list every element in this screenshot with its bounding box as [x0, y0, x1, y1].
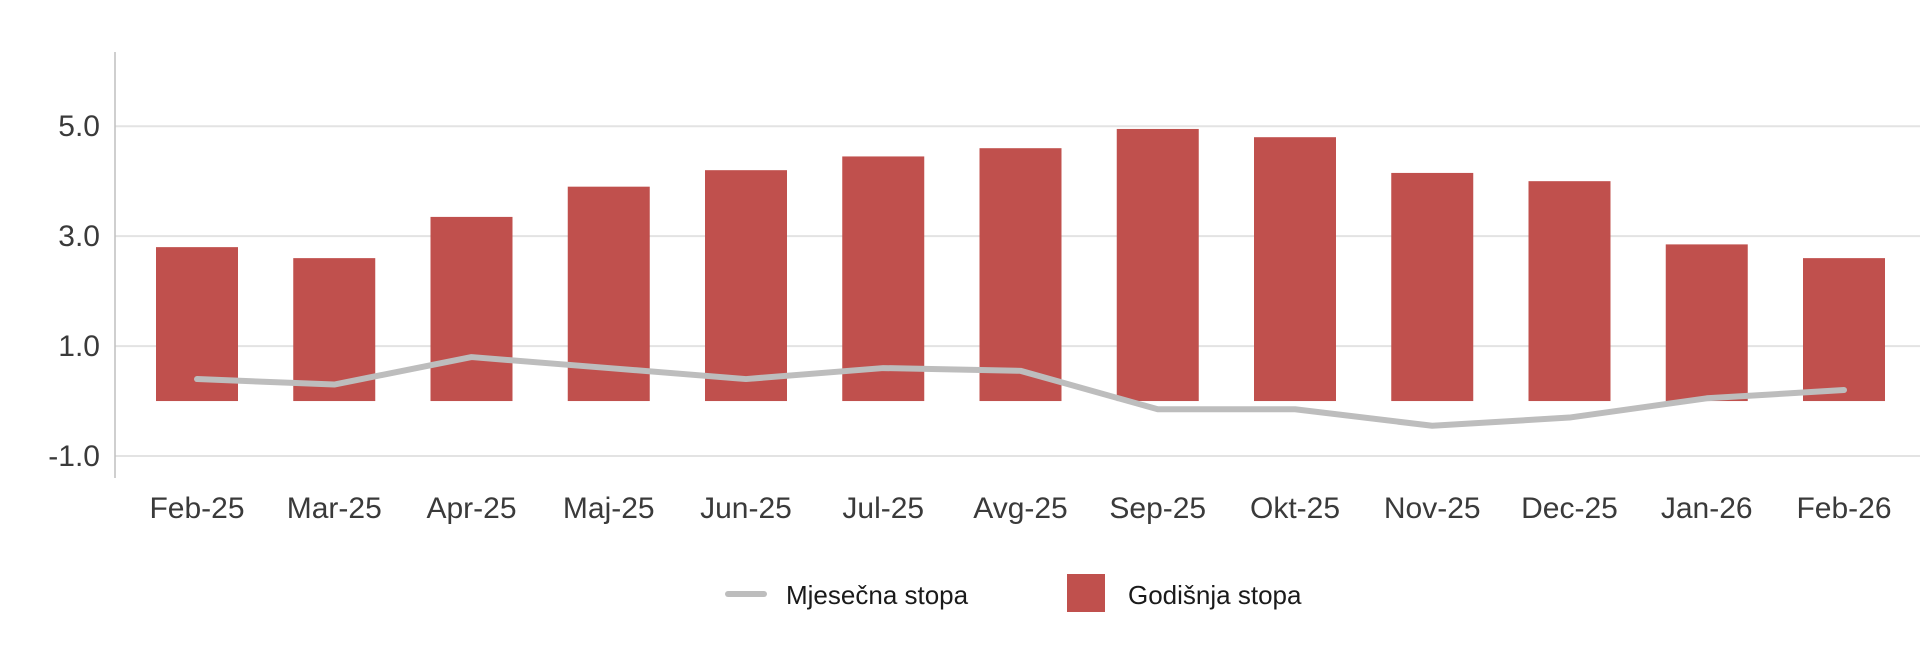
- bar: [1665, 244, 1748, 402]
- x-tick-label: Feb-25: [149, 492, 244, 525]
- line-layer: [194, 354, 1847, 429]
- bar: [842, 156, 925, 402]
- line-series: [194, 354, 1847, 429]
- x-tick-label: Jun-25: [700, 492, 792, 525]
- legend-bar-label: Godišnja stopa: [1128, 580, 1302, 610]
- x-tick-label: Jan-26: [1661, 492, 1753, 525]
- y-tick-label: -1.0: [48, 440, 100, 473]
- bar: [1528, 181, 1611, 402]
- x-tick-label: Feb-26: [1796, 492, 1891, 525]
- bar: [1803, 258, 1885, 402]
- x-tick-label: Avg-25: [973, 492, 1068, 525]
- y-tick-label: 1.0: [58, 330, 100, 363]
- legend-line-label: Mjesečna stopa: [786, 580, 969, 610]
- bar: [979, 148, 1062, 402]
- y-tick-label: 3.0: [58, 220, 100, 253]
- x-tick-label: Sep-25: [1109, 492, 1206, 525]
- bar: [430, 216, 513, 402]
- y-tick-label: 5.0: [58, 110, 100, 143]
- x-tick-label: Okt-25: [1250, 492, 1340, 525]
- legend-bar-swatch: [1067, 574, 1105, 612]
- bar: [705, 170, 787, 402]
- y-tick-labels: 5.0 3.0 1.0 -1.0: [48, 110, 100, 473]
- x-tick-label: Apr-25: [426, 492, 516, 525]
- bar: [156, 247, 238, 402]
- x-tick-labels: Feb-25 Mar-25 Apr-25 Maj-25 Jun-25 Jul-25 Avg-…: [149, 492, 1891, 525]
- x-tick-label: Dec-25: [1521, 492, 1618, 525]
- x-tick-label: Mar-25: [287, 492, 382, 525]
- bar: [1391, 172, 1474, 402]
- x-tick-label: Maj-25: [563, 492, 655, 525]
- x-tick-label: Nov-25: [1384, 492, 1481, 525]
- legend: Mjesečna stopa Godišnja stopa: [725, 574, 1302, 612]
- bar: [1254, 137, 1336, 402]
- x-tick-label: Jul-25: [842, 492, 924, 525]
- bar: [1116, 128, 1199, 402]
- bars-layer: [156, 128, 1885, 402]
